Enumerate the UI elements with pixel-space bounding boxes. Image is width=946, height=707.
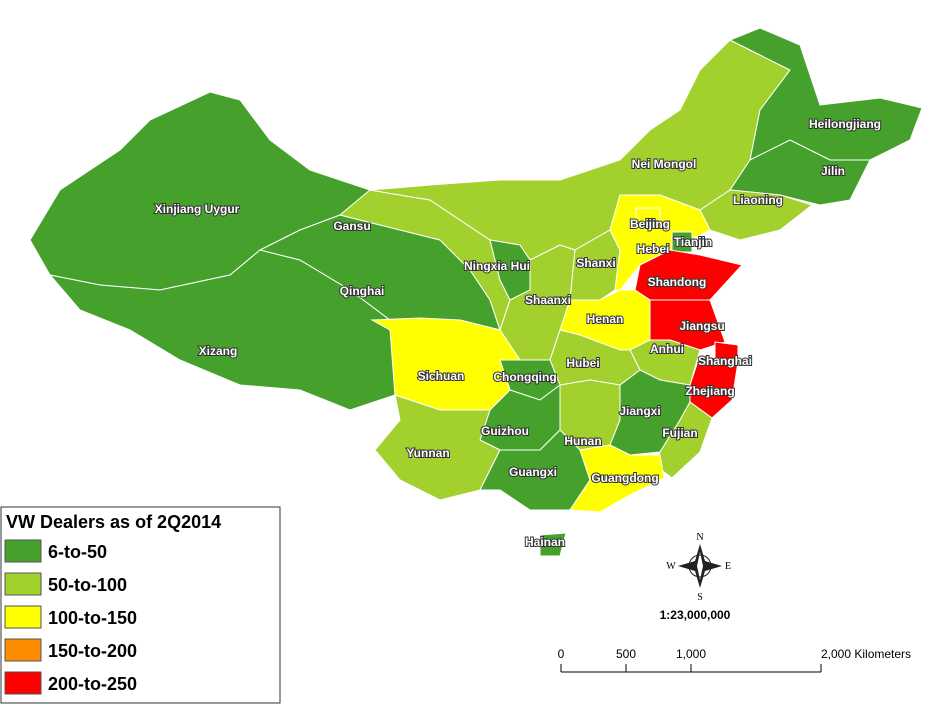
legend-swatch	[4, 605, 42, 629]
province-label: Fujian	[662, 426, 697, 440]
province	[671, 231, 693, 253]
legend-label: 50-to-100	[48, 575, 127, 595]
province-label: Guangdong	[591, 471, 658, 485]
province-label: Sichuan	[418, 369, 465, 383]
legend: 6-to-50 50-to-100 100-to-150 150-to-200 200-…	[4, 539, 137, 695]
province-label: Shanxi	[576, 256, 615, 270]
province-label: Hebei	[637, 242, 670, 256]
provinces	[29, 27, 923, 557]
province-label: Heilongjiang	[809, 117, 881, 131]
province-label: Hubei	[566, 356, 599, 370]
compass-n: N	[696, 532, 703, 543]
province-label: Jiangxi	[619, 404, 660, 418]
province-label: Yunnan	[406, 446, 449, 460]
province-label: Tianjin	[674, 235, 712, 249]
province	[370, 317, 521, 411]
legend-swatch	[4, 638, 42, 662]
legend-swatch	[4, 539, 42, 563]
province-label: Chongqing	[493, 370, 556, 384]
legend-title: VW Dealers as of 2Q2014	[6, 512, 221, 532]
province-label: Zhejiang	[685, 384, 734, 398]
province-label: Shandong	[648, 275, 707, 289]
legend-box	[0, 506, 281, 704]
province-label: Beijing	[630, 217, 670, 231]
compass: N E S W	[666, 532, 731, 603]
province-label: Henan	[587, 312, 624, 326]
province-label: Guangxi	[509, 465, 557, 479]
legend-label: 150-to-200	[48, 641, 137, 661]
province	[635, 207, 661, 227]
province-label: Xizang	[199, 344, 238, 358]
scale-bar: 0 500 1,000 2,000 Kilometers	[558, 647, 911, 673]
province-label: Jiangsu	[679, 319, 724, 333]
legend-swatch	[4, 671, 42, 695]
compass-e: E	[725, 561, 731, 572]
compass-rose	[697, 552, 703, 580]
scale-text: 1:23,000,000	[660, 608, 731, 622]
province-label: Anhui	[650, 342, 684, 356]
province-label: Hainan	[525, 535, 565, 549]
province-label: Xinjiang Uygur	[155, 202, 240, 216]
scale-label: 0	[558, 647, 565, 661]
province-label: Hunan	[564, 434, 601, 448]
province-labels: Xinjiang Uygur Xizang Qinghai Gansu Nei Mong…	[154, 116, 882, 550]
scale-label: 2,000 Kilometers	[821, 647, 911, 661]
province-label: Jilin	[821, 164, 845, 178]
scale-label: 1,000	[676, 647, 706, 661]
compass-ring	[688, 554, 712, 578]
legend-label: 6-to-50	[48, 542, 107, 562]
compass-w: W	[666, 561, 676, 572]
scale-label: 500	[616, 647, 636, 661]
legend-label: 200-to-250	[48, 674, 137, 694]
province	[539, 532, 567, 557]
province-label: Ningxia Hui	[464, 259, 530, 273]
legend-label: 100-to-150	[48, 608, 137, 628]
province-label: Nei Mongol	[632, 157, 697, 171]
province-label: Gansu	[333, 219, 370, 233]
province-label: Shanghai	[698, 354, 752, 368]
province-label: Guizhou	[481, 424, 529, 438]
province-label: Liaoning	[733, 193, 783, 207]
province	[569, 444, 665, 513]
province-label: Qinghai	[340, 284, 385, 298]
compass-s: S	[697, 592, 703, 603]
legend-swatch	[4, 572, 42, 596]
province-label: Shaanxi	[525, 293, 571, 307]
